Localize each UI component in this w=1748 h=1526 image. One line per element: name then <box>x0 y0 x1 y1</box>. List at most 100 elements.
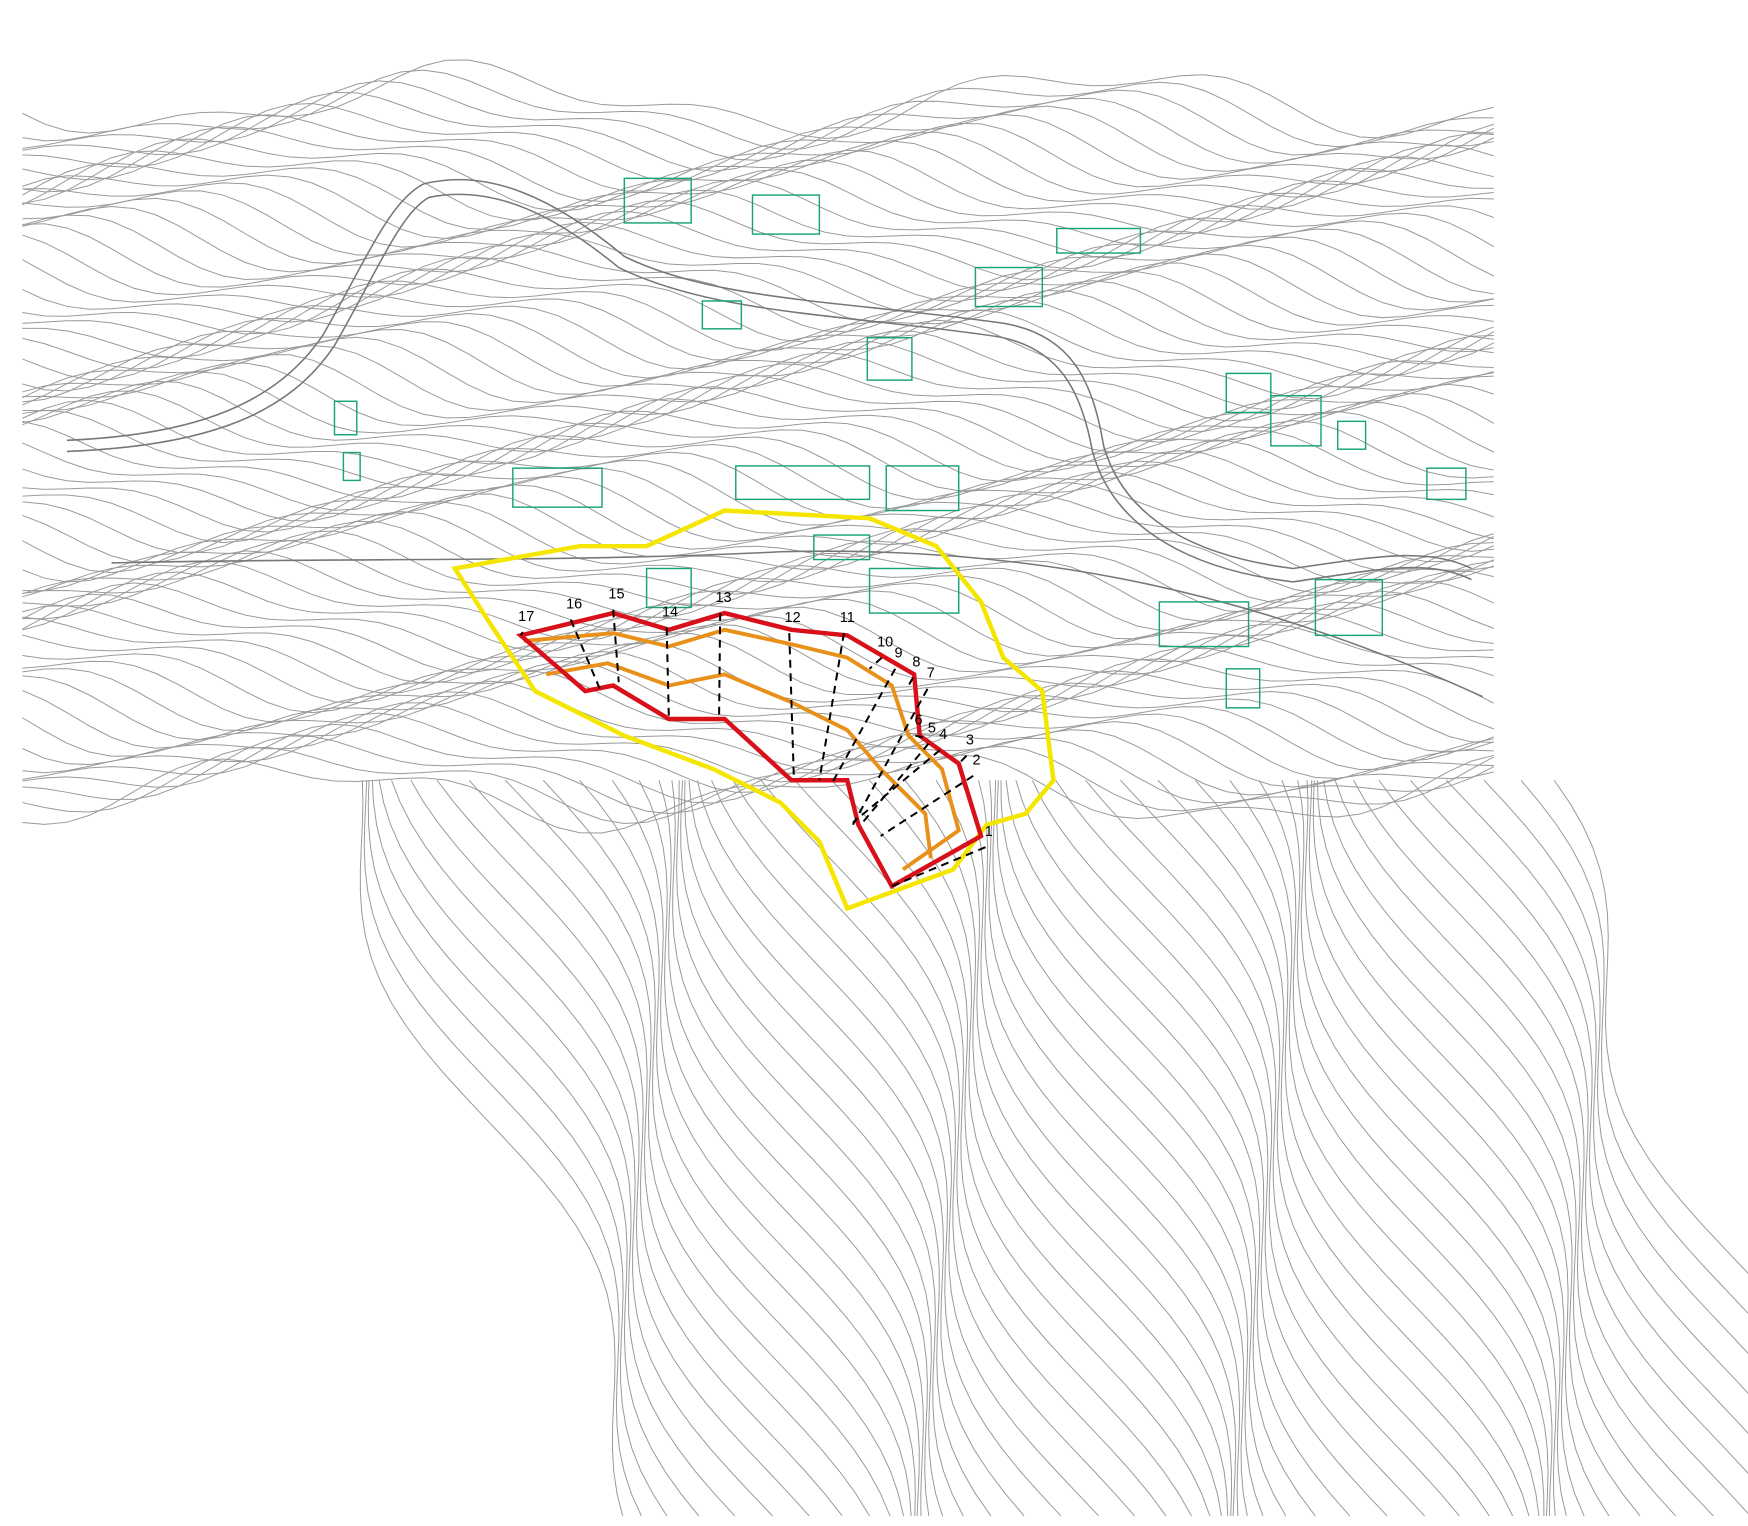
contour-line <box>22 159 1494 240</box>
contour-line <box>760 779 1167 1517</box>
section-line <box>868 656 883 670</box>
contour-line <box>22 113 1495 192</box>
contour-lines <box>22 59 1748 1517</box>
contour-line <box>1410 779 1748 1434</box>
road <box>66 178 1472 570</box>
contour-line <box>831 779 1211 1517</box>
contour-line <box>22 221 1494 302</box>
contour-line <box>391 780 773 1517</box>
contour-line <box>505 779 891 1517</box>
contour-line <box>794 779 1192 1517</box>
contour-line <box>732 780 1135 1517</box>
contour-line <box>22 149 1494 230</box>
contour-line <box>978 780 1241 1516</box>
section-label: 9 <box>894 646 902 662</box>
contour-line <box>363 780 642 1517</box>
building <box>1336 420 1367 450</box>
contour-line <box>22 362 1494 443</box>
section-line <box>891 846 986 888</box>
section-line <box>859 742 930 826</box>
section-label: 5 <box>928 720 936 736</box>
building <box>623 177 692 224</box>
contour-line <box>468 779 870 1517</box>
contour-line <box>680 780 964 1517</box>
contour-line <box>671 780 930 1517</box>
contour-line <box>960 780 1237 1516</box>
contour-line <box>696 780 1062 1517</box>
section-label: 14 <box>662 604 678 620</box>
road <box>66 193 1472 583</box>
contour-line <box>904 779 1229 1516</box>
section-line <box>880 774 974 837</box>
road <box>111 550 1483 698</box>
section-label: 13 <box>715 590 731 606</box>
contour-line <box>22 262 1494 343</box>
contour-line <box>1031 780 1426 1517</box>
contour-line <box>22 280 1494 361</box>
contour-line <box>1312 780 1610 1517</box>
contour-line <box>688 780 1025 1517</box>
building <box>512 467 603 508</box>
contour-line <box>1353 780 1748 1515</box>
contour-line <box>436 779 843 1517</box>
contour-line <box>1258 780 1549 1516</box>
contour-line <box>868 779 1222 1517</box>
contour-line <box>378 780 736 1517</box>
contour-line <box>1483 779 1748 1354</box>
contour-line <box>1015 780 1388 1517</box>
contour-line <box>22 131 1494 212</box>
building <box>1158 601 1250 648</box>
contour-line <box>935 780 1232 1516</box>
contour-line <box>22 210 1494 291</box>
contour-line <box>22 632 1494 714</box>
section-line <box>829 668 897 787</box>
building <box>645 567 692 609</box>
contour-line <box>1308 780 1585 1517</box>
contour-line <box>1378 779 1748 1475</box>
contour-line <box>1553 779 1748 1274</box>
terrace-line <box>545 661 933 859</box>
section-label: 6 <box>915 713 923 729</box>
building <box>868 567 960 614</box>
contour-line <box>22 330 1494 411</box>
roads <box>66 178 1483 698</box>
contour-line <box>367 780 668 1517</box>
section-label: 15 <box>608 587 624 603</box>
contour-line <box>1304 780 1567 1517</box>
section-label: 8 <box>912 655 920 671</box>
contour-line <box>579 779 912 1517</box>
contour-line <box>1323 780 1677 1517</box>
section-line <box>818 632 845 781</box>
contour-line <box>22 390 1495 473</box>
contour-line <box>1194 779 1540 1517</box>
study-boundary <box>451 508 1056 912</box>
contour-line <box>676 780 944 1517</box>
contour-line <box>992 780 1264 1517</box>
contour-line <box>22 200 1495 281</box>
section-label: 3 <box>966 733 974 749</box>
contour-line <box>22 651 1494 731</box>
building <box>813 534 871 561</box>
contour-line <box>1446 779 1748 1394</box>
section-label: 4 <box>939 727 947 743</box>
contour-line <box>22 493 1494 574</box>
section-line <box>612 609 620 683</box>
contour-line <box>22 440 1494 522</box>
contour-line <box>22 460 1494 544</box>
section-label: 17 <box>518 609 534 625</box>
contour-line <box>22 712 1494 793</box>
building <box>751 194 821 235</box>
contour-line <box>359 780 624 1517</box>
contour-line <box>22 253 1494 333</box>
section-label: 10 <box>877 635 893 651</box>
contour-line <box>22 702 1494 783</box>
contour-line <box>410 780 810 1517</box>
contour-line <box>22 122 1494 203</box>
building <box>1225 668 1261 709</box>
section-line <box>718 613 722 719</box>
contour-line <box>22 450 1494 533</box>
contour-line <box>22 244 1494 323</box>
building <box>1225 372 1272 414</box>
contour-line <box>22 735 1494 815</box>
